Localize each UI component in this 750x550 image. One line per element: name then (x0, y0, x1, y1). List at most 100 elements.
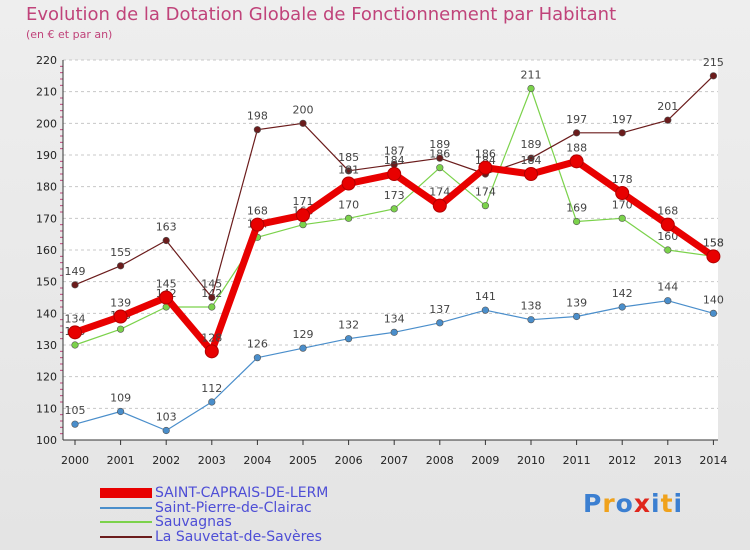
data-label: 128 (201, 331, 222, 344)
data-point (345, 214, 353, 222)
x-tick-label: 2003 (198, 454, 226, 467)
logo-letter: P (583, 489, 603, 518)
data-point (208, 303, 216, 311)
data-point (706, 249, 721, 264)
logo-letter: r (602, 489, 616, 518)
data-label: 173 (384, 189, 405, 202)
data-point (572, 312, 581, 321)
data-point (162, 426, 170, 435)
data-point (618, 214, 626, 222)
data-label: 188 (566, 141, 587, 154)
data-point (116, 407, 125, 416)
data-label: 200 (293, 103, 314, 116)
y-tick-label: 220 (36, 54, 57, 67)
data-label: 126 (247, 338, 268, 351)
legend-item: La Sauvetat-de-Savères (100, 529, 322, 545)
y-tick-label: 110 (36, 402, 57, 415)
data-point (527, 316, 535, 324)
data-point (208, 293, 216, 302)
legend-swatch (100, 488, 152, 498)
data-point (253, 126, 261, 134)
data-point (299, 344, 307, 352)
y-tick-label: 150 (36, 276, 57, 289)
data-label: 169 (566, 202, 587, 215)
data-label: 144 (657, 281, 678, 294)
data-point (481, 306, 490, 314)
data-label: 129 (293, 328, 314, 341)
data-label: 178 (612, 173, 633, 186)
data-label: 201 (657, 100, 678, 113)
data-label: 158 (703, 236, 724, 249)
logo-letter: o (615, 489, 634, 518)
data-label: 170 (612, 198, 633, 211)
data-label: 132 (338, 319, 359, 332)
data-point (615, 186, 630, 200)
data-point (436, 319, 444, 327)
data-label: 189 (429, 138, 450, 151)
data-label: 139 (566, 297, 587, 310)
data-point (71, 420, 79, 428)
data-label: 103 (156, 411, 177, 424)
y-tick-label: 140 (36, 307, 57, 320)
data-point (390, 328, 398, 336)
legend-item: SAINT-CAPRAIS-DE-LERM (100, 485, 328, 501)
data-point (572, 129, 581, 137)
y-tick-label: 200 (36, 117, 57, 130)
data-label: 142 (612, 287, 633, 300)
y-tick-label: 190 (36, 149, 57, 162)
data-label: 215 (703, 56, 724, 69)
legend-swatch (100, 521, 152, 523)
data-label: 112 (201, 382, 222, 395)
x-tick-label: 2002 (152, 454, 180, 467)
data-point (618, 303, 626, 311)
data-label: 185 (338, 151, 359, 164)
legend-swatch (100, 506, 152, 509)
data-label: 198 (247, 110, 268, 123)
chart-subtitle: (en € et par an) (26, 28, 113, 41)
legend-label: Sauvagnas (155, 514, 232, 530)
chart-title: Evolution de la Dotation Globale de Fonc… (26, 4, 617, 25)
data-label: 197 (612, 113, 633, 126)
data-point (709, 309, 718, 317)
data-label: 138 (521, 300, 542, 313)
data-point (664, 246, 672, 254)
x-tick-label: 2006 (335, 454, 363, 467)
data-point (664, 116, 672, 124)
data-point (478, 160, 493, 175)
x-tick-label: 2012 (608, 454, 636, 467)
data-label: 168 (657, 205, 678, 218)
data-point (162, 236, 170, 245)
x-tick-label: 2013 (654, 454, 682, 467)
data-point (68, 325, 82, 340)
data-point (208, 398, 216, 406)
x-tick-label: 2011 (563, 454, 591, 467)
y-tick-label: 120 (36, 371, 57, 384)
data-label: 211 (521, 69, 542, 82)
legend-swatch (100, 535, 152, 538)
data-point (345, 167, 353, 175)
y-tick-label: 100 (36, 434, 57, 447)
data-label: 186 (475, 148, 496, 161)
data-label: 139 (110, 297, 131, 310)
data-point (481, 202, 490, 210)
data-label: 168 (247, 205, 268, 218)
data-label: 160 (657, 230, 678, 243)
data-label: 186 (429, 148, 450, 161)
data-point (159, 290, 174, 305)
data-point (390, 205, 398, 213)
data-label: 109 (110, 392, 131, 405)
data-point (387, 167, 402, 181)
data-label: 134 (65, 312, 86, 325)
data-point (299, 119, 307, 127)
x-tick-label: 2009 (471, 454, 499, 467)
data-label: 184 (384, 154, 405, 167)
data-point (572, 217, 581, 226)
data-point (250, 217, 265, 232)
x-tick-label: 2014 (699, 454, 727, 467)
data-label: 155 (110, 246, 131, 259)
data-label: 145 (156, 278, 177, 291)
proxiti-logo: Proxiti (583, 489, 683, 518)
data-point (618, 129, 626, 137)
data-label: 105 (65, 404, 86, 417)
